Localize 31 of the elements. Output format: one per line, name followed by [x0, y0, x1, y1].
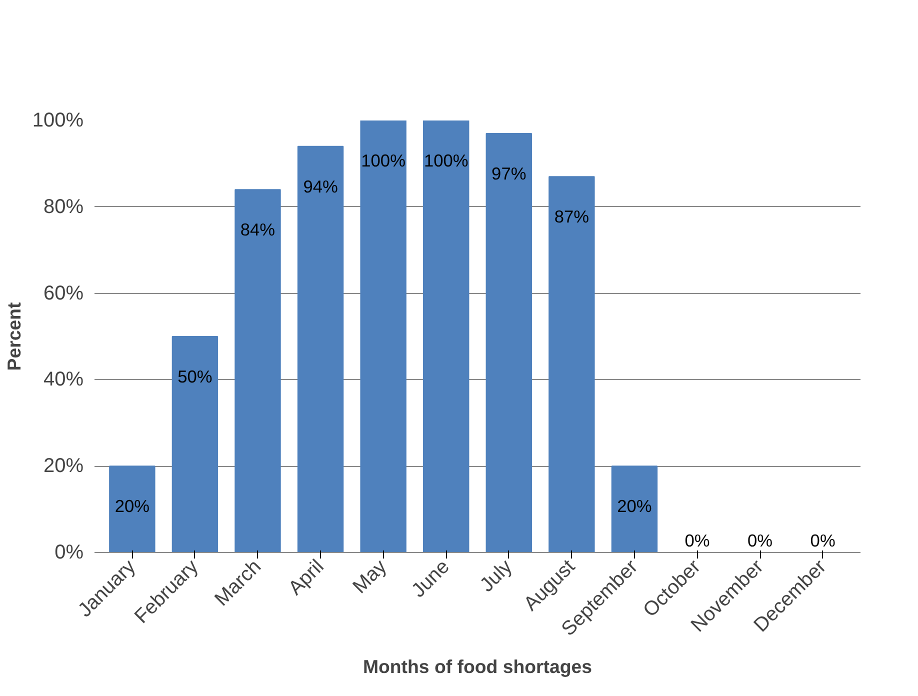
- x-tick-label: May: [348, 556, 392, 598]
- data-label: 0%: [684, 530, 710, 550]
- data-label: 87%: [554, 206, 590, 227]
- data-label: 50%: [178, 366, 212, 386]
- data-label: 0%: [810, 530, 836, 550]
- y-tick-label: 0%: [54, 542, 84, 564]
- bar: [611, 466, 658, 552]
- data-label: 97%: [492, 163, 526, 184]
- data-label: 100%: [361, 150, 406, 170]
- bar: [423, 120, 470, 552]
- y-tick-label: 80%: [43, 196, 84, 218]
- y-tick-label: 40%: [43, 368, 84, 391]
- x-axis-title: Months of food shortages: [362, 656, 592, 678]
- x-tick-label: July: [476, 556, 517, 596]
- data-label: 94%: [303, 176, 338, 196]
- bar: [360, 120, 406, 552]
- data-label: 84%: [240, 220, 276, 240]
- y-axis-title: Percent: [3, 302, 24, 371]
- bar: [109, 466, 156, 552]
- data-label: 100%: [424, 150, 468, 170]
- bar: [172, 336, 218, 552]
- data-label: 20%: [617, 496, 652, 516]
- data-label: 0%: [748, 530, 773, 550]
- y-tick-label: 60%: [43, 282, 84, 304]
- bar: [548, 176, 595, 552]
- bar: [234, 189, 281, 552]
- y-tick-label: 20%: [43, 455, 84, 478]
- data-label: 20%: [114, 496, 150, 516]
- bar: [486, 132, 532, 552]
- bar: [297, 146, 344, 552]
- y-tick-label: 100%: [32, 110, 84, 132]
